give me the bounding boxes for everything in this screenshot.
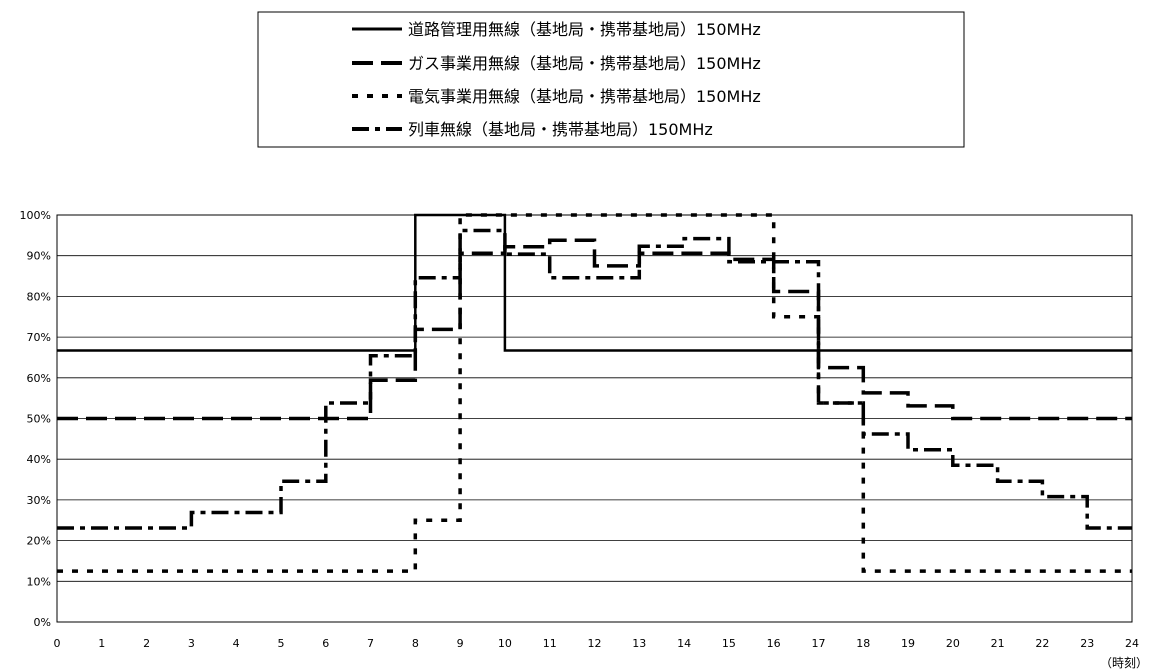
y-tick-label: 50%	[27, 413, 51, 426]
x-tick-label: 19	[901, 637, 915, 650]
legend-entry: ガス事業用無線（基地局・携帯基地局）150MHz	[352, 54, 761, 73]
legend-label: ガス事業用無線（基地局・携帯基地局）150MHz	[408, 54, 761, 73]
x-tick-label: 1	[98, 637, 105, 650]
legend-label: 電気事業用無線（基地局・携帯基地局）150MHz	[408, 87, 761, 106]
legend: 道路管理用無線（基地局・携帯基地局）150MHz ガス事業用無線（基地局・携帯基…	[257, 11, 965, 148]
y-tick-label: 70%	[27, 331, 51, 344]
y-tick-label: 20%	[27, 535, 51, 548]
x-tick-label: 24	[1125, 637, 1139, 650]
x-tick-label: 3	[188, 637, 195, 650]
legend-entry: 道路管理用無線（基地局・携帯基地局）150MHz	[352, 20, 761, 39]
series-line-dot	[57, 213, 1132, 573]
legend-label: 列車無線（基地局・携帯基地局）150MHz	[408, 120, 713, 139]
x-tick-label: 15	[722, 637, 736, 650]
y-tick-label: 90%	[27, 250, 51, 263]
y-tick-label: 30%	[27, 494, 51, 507]
x-tick-label: 6	[322, 637, 329, 650]
plot-area: 0%10%20%30%40%50%60%70%80%90%100%0 1 2 3 4 5 6…	[20, 209, 1139, 650]
x-tick-label: 7	[367, 637, 374, 650]
x-tick-label: 22	[1035, 637, 1049, 650]
x-tick-label: 14	[677, 637, 691, 650]
x-tick-label: 9	[457, 637, 464, 650]
legend-entry: 列車無線（基地局・携帯基地局）150MHz	[352, 120, 713, 139]
x-tick-label: 20	[946, 637, 960, 650]
x-tick-label: 2	[143, 637, 150, 650]
x-tick-label: 10	[498, 637, 512, 650]
x-tick-label: 12	[588, 637, 602, 650]
y-tick-label: 10%	[27, 575, 51, 588]
y-tick-label: 80%	[27, 290, 51, 303]
y-tick-label: 60%	[27, 372, 51, 385]
y-tick-label: 40%	[27, 453, 51, 466]
legend-entry: 電気事業用無線（基地局・携帯基地局）150MHz	[352, 87, 761, 106]
x-axis-unit-label: （時刻）	[1100, 656, 1148, 670]
x-tick-label: 5	[277, 637, 284, 650]
x-tick-label: 18	[856, 637, 870, 650]
series-line-dashdot	[57, 228, 1132, 530]
legend-box	[257, 11, 965, 148]
x-tick-label: 11	[543, 637, 557, 650]
legend-label: 道路管理用無線（基地局・携帯基地局）150MHz	[408, 20, 761, 39]
x-tick-label: 4	[233, 637, 240, 650]
x-tick-label: 0	[54, 637, 61, 650]
y-tick-label: 100%	[20, 209, 51, 222]
y-tick-label: 0%	[34, 616, 51, 629]
x-tick-label: 23	[1080, 637, 1094, 650]
x-tick-label: 17	[811, 637, 825, 650]
series-line-dash	[57, 238, 1132, 421]
series-line-solid	[57, 213, 1132, 352]
x-tick-label: 13	[632, 637, 646, 650]
x-tick-label: 16	[767, 637, 781, 650]
x-tick-label: 21	[991, 637, 1005, 650]
x-tick-label: 8	[412, 637, 419, 650]
